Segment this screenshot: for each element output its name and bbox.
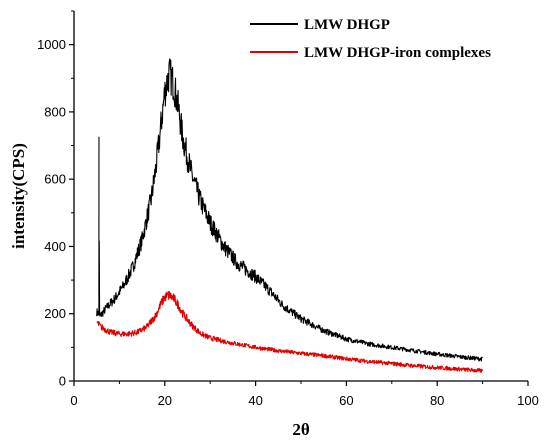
legend-label-lmw-dhgp-iron: LMW DHGP-iron complexes (304, 45, 491, 61)
y-axis-label: intensity(CPS) (9, 143, 28, 249)
x-tick-label-60: 60 (339, 393, 353, 408)
x-ticks: 0 20 40 60 80 100 (70, 381, 539, 408)
x-tick-label-0: 0 (70, 393, 77, 408)
series-line-1 (96, 291, 483, 373)
legend: LMW DHGP LMW DHGP-iron complexes (250, 17, 491, 61)
x-tick-label-20: 20 (158, 393, 172, 408)
x-tick-label-100: 100 (517, 393, 539, 408)
x-tick-label-40: 40 (248, 393, 262, 408)
y-tick-label-1000: 1000 (37, 37, 66, 52)
axes (73, 11, 528, 382)
legend-label-lmw-dhgp: LMW DHGP (304, 17, 390, 33)
y-tick-label-400: 400 (44, 239, 66, 254)
y-tick-label-200: 200 (44, 306, 66, 321)
y-tick-label-0: 0 (59, 374, 66, 389)
y-ticks: 0 200 400 600 800 1000 (37, 10, 74, 389)
y-tick-label-800: 800 (44, 104, 66, 119)
series-line-0 (96, 58, 483, 362)
y-tick-label-600: 600 (44, 172, 66, 187)
series-layer (96, 58, 483, 373)
x-axis-label: 2θ (292, 420, 310, 439)
x-tick-label-80: 80 (430, 393, 444, 408)
